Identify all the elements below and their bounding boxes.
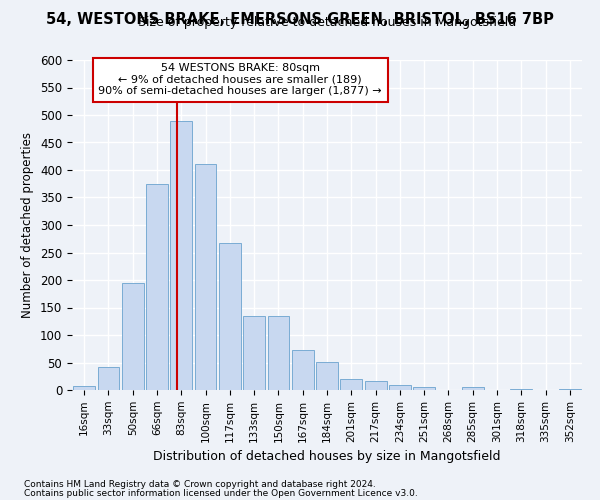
Bar <box>462 387 484 390</box>
Bar <box>511 389 532 390</box>
Bar <box>340 379 362 390</box>
Y-axis label: Number of detached properties: Number of detached properties <box>22 132 34 318</box>
Text: Contains HM Land Registry data © Crown copyright and database right 2024.: Contains HM Land Registry data © Crown c… <box>24 480 376 489</box>
Bar <box>292 350 314 390</box>
Bar <box>268 316 289 390</box>
Bar <box>389 385 411 390</box>
Bar <box>122 283 143 390</box>
Title: Size of property relative to detached houses in Mangotsfield: Size of property relative to detached ho… <box>138 16 516 30</box>
Bar <box>170 120 192 390</box>
Bar <box>73 386 95 390</box>
Bar <box>97 367 119 390</box>
Text: Contains public sector information licensed under the Open Government Licence v3: Contains public sector information licen… <box>24 488 418 498</box>
Bar <box>413 387 435 390</box>
Bar <box>146 184 168 390</box>
Bar <box>243 316 265 390</box>
Text: 54 WESTONS BRAKE: 80sqm
← 9% of detached houses are smaller (189)
90% of semi-de: 54 WESTONS BRAKE: 80sqm ← 9% of detached… <box>98 64 382 96</box>
Bar <box>194 164 217 390</box>
Bar <box>219 242 241 390</box>
Bar <box>316 362 338 390</box>
X-axis label: Distribution of detached houses by size in Mangotsfield: Distribution of detached houses by size … <box>153 450 501 463</box>
Bar <box>365 380 386 390</box>
Text: 54, WESTONS BRAKE, EMERSONS GREEN, BRISTOL, BS16 7BP: 54, WESTONS BRAKE, EMERSONS GREEN, BRIST… <box>46 12 554 28</box>
